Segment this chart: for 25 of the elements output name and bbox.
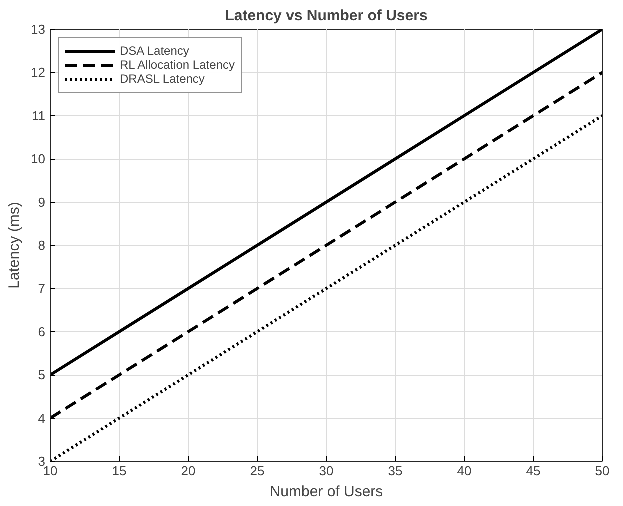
y-tick-label: 11 xyxy=(32,108,46,124)
y-axis-title: Latency (ms) xyxy=(6,202,24,289)
x-tick-label: 20 xyxy=(181,464,196,478)
x-tick-label: 15 xyxy=(112,464,127,478)
y-tick-label: 10 xyxy=(31,152,46,167)
x-axis-title: Number of Users xyxy=(270,484,384,500)
y-tick-label: 6 xyxy=(38,324,46,340)
legend-label: DRASL Latency xyxy=(120,72,205,86)
y-tick-label: 5 xyxy=(38,368,46,383)
legend-label: DSA Latency xyxy=(120,44,190,58)
x-tick-label: 35 xyxy=(388,464,403,478)
legend-label: RL Allocation Latency xyxy=(120,58,235,72)
y-tick-label: 13 xyxy=(31,22,46,37)
x-tick-label: 45 xyxy=(526,464,541,478)
y-tick-label: 9 xyxy=(38,194,46,210)
x-tick-label: 25 xyxy=(250,464,265,478)
y-tick-label: 3 xyxy=(38,454,46,469)
x-tick-label: 30 xyxy=(319,464,334,478)
y-tick-label: 4 xyxy=(38,410,46,426)
y-tick-label: 8 xyxy=(38,238,46,253)
x-tick-label: 40 xyxy=(457,464,472,478)
y-tick-label: 7 xyxy=(38,281,46,296)
x-tick-label: 50 xyxy=(595,464,610,478)
y-tick-label: 12 xyxy=(31,65,46,80)
chart-title: Latency vs Number of Users xyxy=(225,8,428,24)
